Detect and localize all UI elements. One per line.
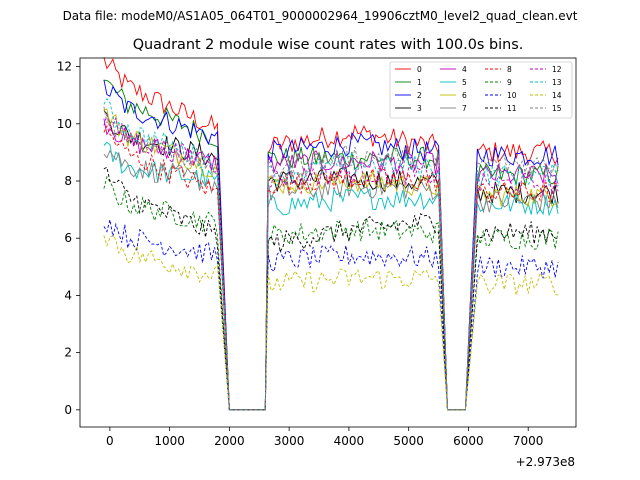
x-tick-label: 7000 <box>513 434 544 448</box>
x-axis: 0 1000 2000 3000 4000 5000 6000 7000 <box>106 427 543 448</box>
series-line-1 <box>103 79 559 411</box>
series-line-8 <box>103 124 559 411</box>
series-line-15 <box>103 106 559 411</box>
series-line-12 <box>103 114 559 411</box>
y-tick-label: 8 <box>64 174 72 188</box>
series-line-10 <box>103 219 559 411</box>
legend-label-4: 4 <box>462 65 467 74</box>
legend-label-1: 1 <box>417 78 422 87</box>
legend-label-15: 15 <box>552 104 562 113</box>
legend-label-7: 7 <box>462 104 467 113</box>
y-axis: 0 2 4 6 8 10 12 <box>57 60 80 417</box>
x-tick-label: 5000 <box>393 434 424 448</box>
legend-label-10: 10 <box>507 91 517 100</box>
series-line-0 <box>103 57 559 411</box>
series-lines <box>103 57 559 411</box>
x-tick-label: 2000 <box>214 434 245 448</box>
legend-label-2: 2 <box>417 91 422 100</box>
x-tick-label: 0 <box>106 434 114 448</box>
legend-box <box>389 61 573 119</box>
legend-label-13: 13 <box>552 78 562 87</box>
legend-label-8: 8 <box>507 65 512 74</box>
series-line-11 <box>103 166 559 411</box>
legend-label-12: 12 <box>552 65 562 74</box>
series-line-4 <box>103 118 559 411</box>
x-tick-label: 6000 <box>453 434 484 448</box>
legend-label-3: 3 <box>417 104 422 113</box>
series-line-7 <box>103 149 559 411</box>
y-tick-label: 10 <box>57 117 72 131</box>
legend-label-5: 5 <box>462 78 467 87</box>
x-tick-label: 3000 <box>274 434 305 448</box>
figure-suptitle: Data file: modeM0/AS1A05_064T01_90000029… <box>63 9 578 23</box>
series-line-14 <box>103 234 559 411</box>
x-tick-label: 1000 <box>154 434 185 448</box>
x-offset-label: +2.973e8 <box>516 455 575 469</box>
series-line-6 <box>103 108 559 411</box>
y-tick-label: 6 <box>64 231 72 245</box>
legend-label-14: 14 <box>552 91 562 100</box>
legend-label-11: 11 <box>507 104 517 113</box>
plot-border <box>79 57 577 428</box>
y-tick-label: 12 <box>57 60 72 74</box>
legend-label-9: 9 <box>507 78 512 87</box>
y-tick-label: 0 <box>64 403 72 417</box>
y-tick-label: 4 <box>64 288 72 302</box>
series-line-13 <box>103 98 559 411</box>
legend-label-0: 0 <box>417 65 422 74</box>
y-tick-label: 2 <box>64 346 72 360</box>
series-line-2 <box>103 79 559 411</box>
legend-label-6: 6 <box>462 91 467 100</box>
x-tick-label: 4000 <box>334 434 365 448</box>
chart-title: Quadrant 2 module wise count rates with … <box>133 37 524 53</box>
